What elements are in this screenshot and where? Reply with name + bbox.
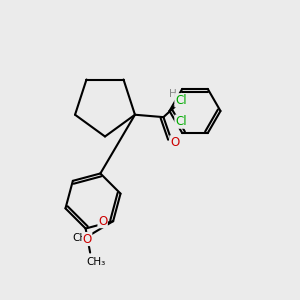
Text: Cl: Cl [175, 94, 187, 107]
Text: CH₃: CH₃ [86, 256, 106, 266]
Text: O: O [98, 215, 107, 228]
Text: Cl: Cl [175, 115, 187, 128]
Text: H: H [169, 89, 177, 99]
Text: N: N [177, 94, 186, 107]
Text: O: O [170, 136, 179, 149]
Text: CH₃: CH₃ [72, 233, 91, 243]
Text: O: O [82, 232, 92, 245]
